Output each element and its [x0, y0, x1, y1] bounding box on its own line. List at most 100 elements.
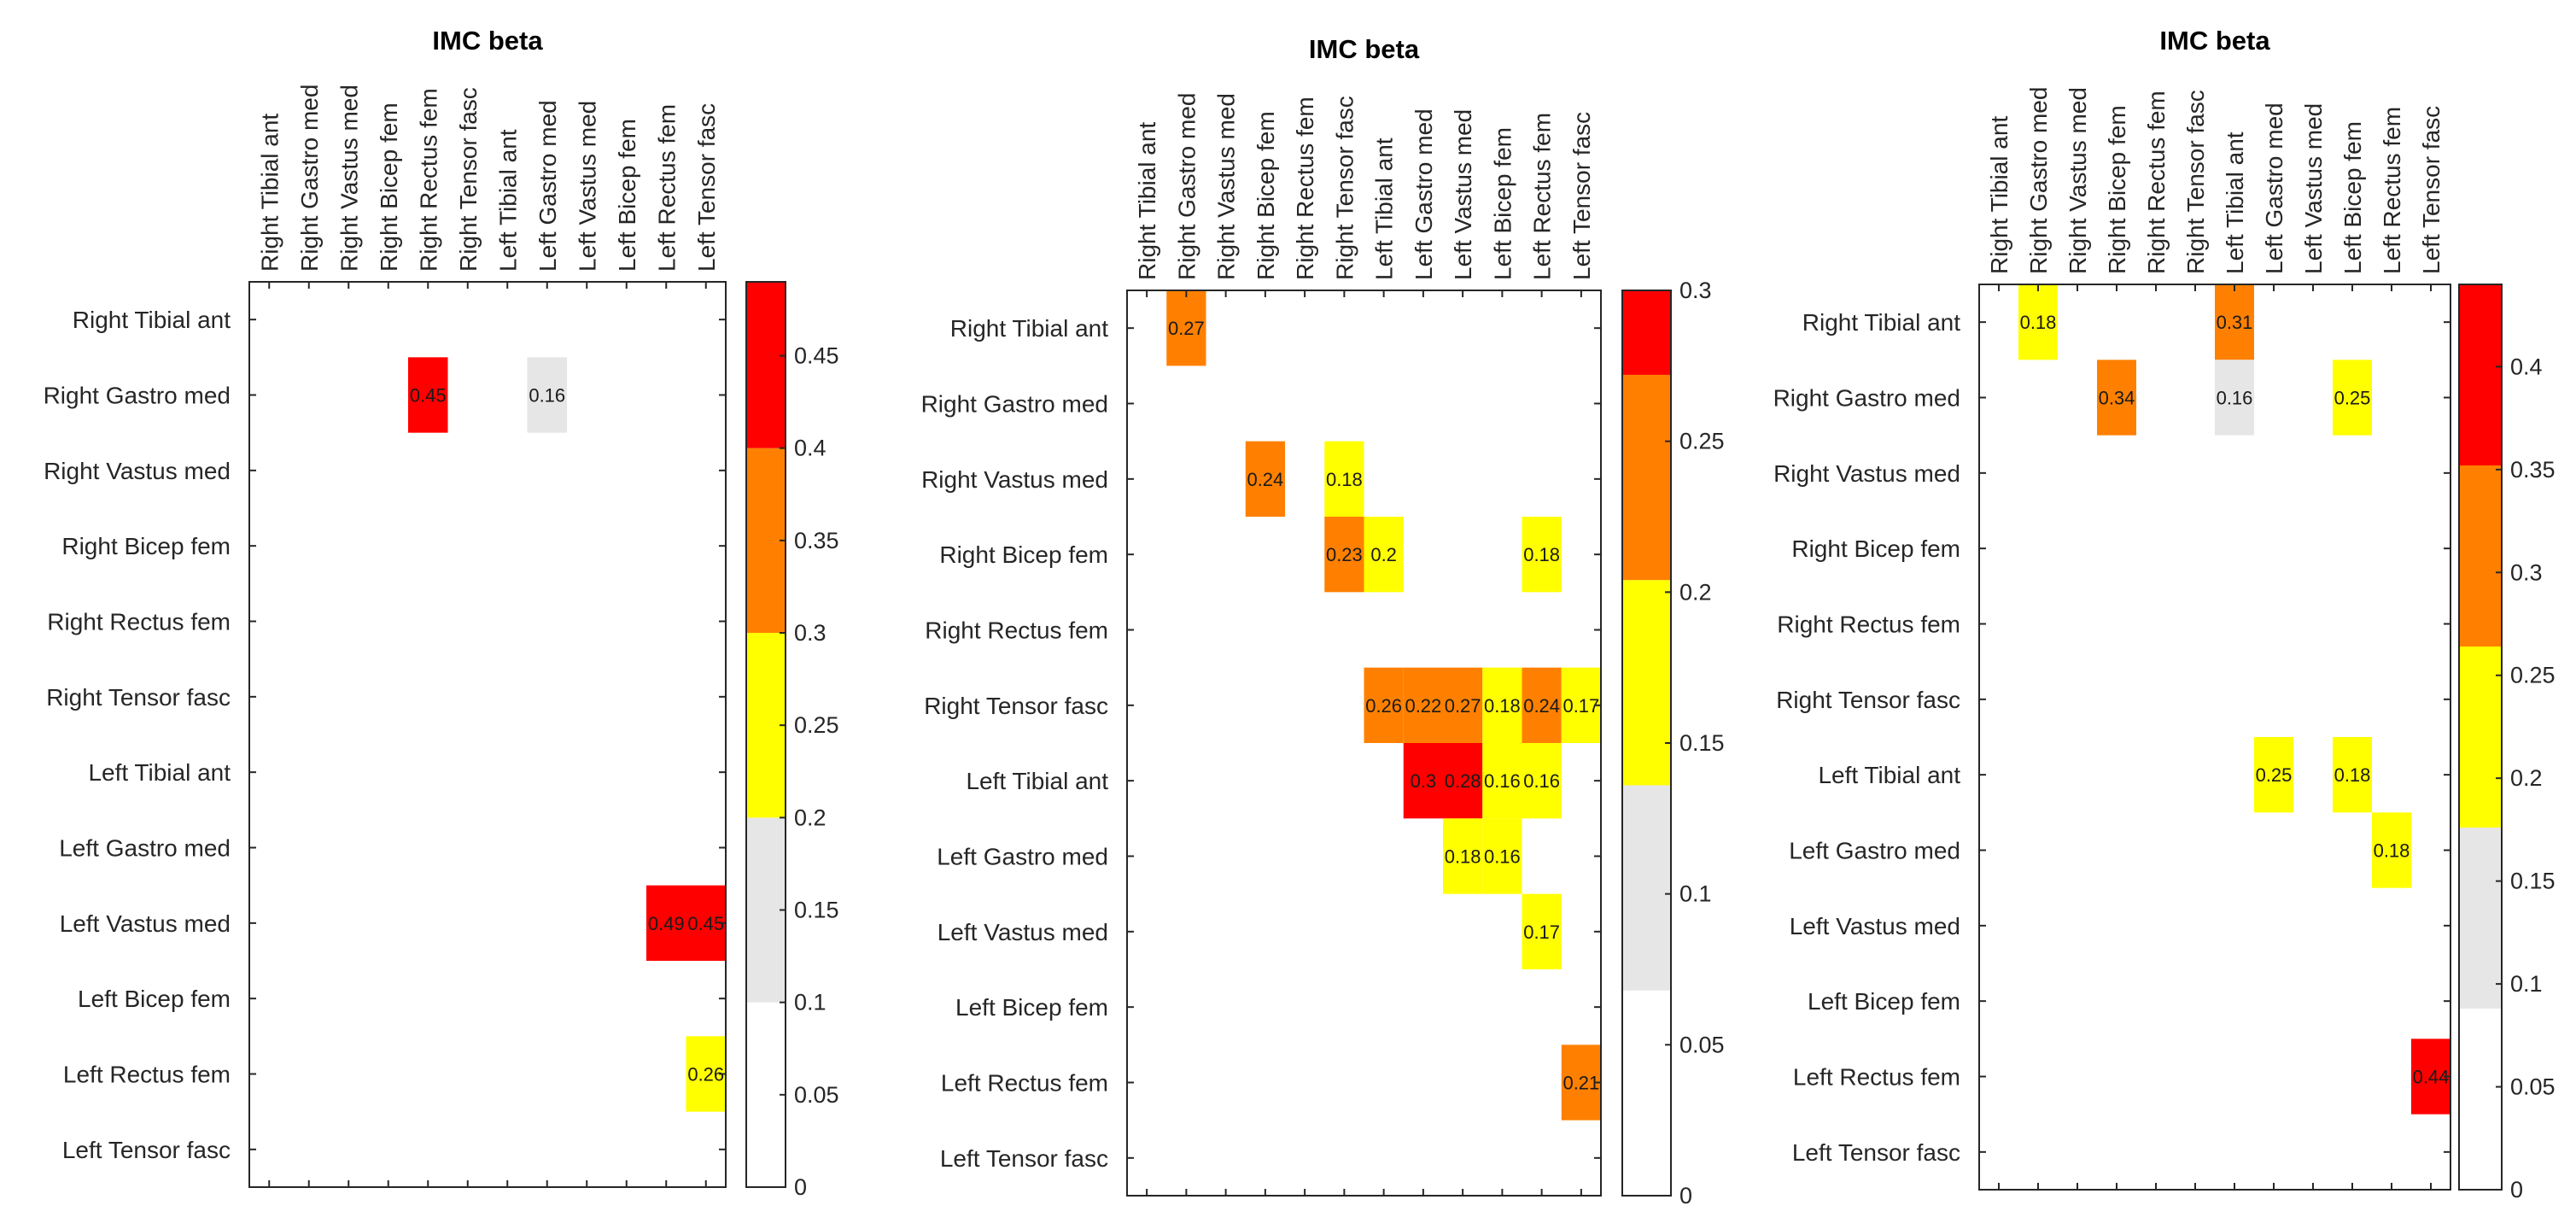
column-label: Right Gastro med [296, 85, 323, 272]
row-label: Right Tibial ant [950, 315, 1108, 342]
cell-value-label: 0.31 [2217, 312, 2253, 333]
colorbar-tick-label: 0.25 [2510, 663, 2556, 688]
row-label: Right Tibial ant [73, 307, 231, 333]
column-label: Right Rectus fem [1292, 97, 1318, 280]
cell-value-label: 0.21 [1563, 1073, 1599, 1094]
row-label: Right Tibial ant [1802, 309, 1960, 336]
row-label: Left Rectus fem [941, 1070, 1108, 1097]
row-label: Right Gastro med [44, 383, 231, 409]
column-label: Left Gastro med [534, 100, 561, 272]
colorbar-segment [746, 817, 786, 1003]
heatmap-cell [1364, 667, 1404, 743]
column-label: Right Vastus med [2065, 87, 2091, 274]
column-label: Right Vastus med [1213, 93, 1240, 280]
row-label: Left Tensor fasc [1792, 1139, 1960, 1166]
cell-value-label: 0.22 [1405, 695, 1441, 717]
row-label: Left Gastro med [937, 844, 1108, 870]
cell-value-label: 0.25 [2256, 764, 2293, 786]
cell-value-label: 0.27 [1445, 695, 1481, 717]
row-label: Left Bicep fem [78, 986, 231, 1012]
heatmap-cell [1482, 818, 1522, 894]
colorbar-tick-label: 0.1 [2510, 971, 2543, 997]
row-label: Right Rectus fem [1777, 612, 1960, 638]
colorbar-tick-label: 0.3 [794, 620, 827, 646]
axes-frame [1126, 290, 1602, 1197]
heatmap-cell [1482, 743, 1522, 819]
cell-value-label: 0.17 [1523, 922, 1560, 943]
row-label: Right Gastro med [921, 391, 1108, 418]
heatmap-cell [1522, 667, 1562, 743]
row-label: Left Gastro med [1789, 838, 1960, 864]
colorbar-tick-label: 0.4 [2510, 354, 2543, 379]
heatmap-cell [2097, 360, 2136, 436]
colorbar-tick-label: 0.45 [794, 343, 839, 369]
row-label: Left Tensor fasc [940, 1145, 1108, 1172]
row-label: Right Bicep fem [1791, 535, 1960, 562]
column-label: Right Tibial ant [1986, 116, 2012, 274]
cell-value-label: 0.49 [648, 913, 685, 934]
row-label: Left Vastus med [60, 910, 231, 937]
column-label: Right Rectus fem [2143, 91, 2170, 274]
column-label: Right Bicep fem [2104, 105, 2130, 274]
column-label: Right Bicep fem [1253, 111, 1279, 280]
column-label: Right Vastus med [336, 85, 362, 272]
column-label: Right Bicep fem [376, 102, 402, 272]
colorbar-tick-label: 0.35 [2510, 457, 2556, 483]
row-label: Right Vastus med [921, 466, 1108, 493]
colorbar-frame [2458, 284, 2503, 1191]
cell-value-label: 0.18 [1484, 695, 1521, 717]
cell-value-label: 0.18 [2020, 312, 2057, 333]
colorbar-segment [1622, 580, 1671, 786]
column-label: Right Tensor fasc [455, 87, 482, 272]
cell-value-label: 0.16 [2217, 388, 2253, 409]
heatmap-cell [2215, 284, 2254, 360]
colorbar-tick-label: 0.3 [1679, 278, 1712, 303]
heatmap-cell [646, 885, 686, 961]
colorbar-tick-label: 0 [2510, 1177, 2523, 1203]
heatmap-cell [1443, 667, 1483, 743]
cell-value-label: 0.18 [1445, 846, 1481, 868]
row-label: Right Tensor fasc [924, 693, 1108, 719]
column-label: Left Tensor fasc [2418, 106, 2445, 274]
column-label: Left Rectus fem [2379, 107, 2405, 274]
row-label: Left Vastus med [938, 919, 1108, 945]
column-label: Left Bicep fem [1489, 127, 1516, 280]
heatmap-cell [1443, 743, 1483, 819]
heatmap-cell [2333, 360, 2372, 436]
colorbar-segment [746, 282, 786, 448]
colorbar-segment [2459, 1009, 2502, 1190]
axes-frame [1978, 284, 2451, 1191]
heatmap-cell [1166, 290, 1206, 366]
colorbar-tick-label: 0.3 [2510, 559, 2543, 585]
cell-value-label: 0.18 [2334, 764, 2371, 786]
column-label: Left Rectus fem [1529, 113, 1556, 280]
heatmap-cell [1403, 667, 1443, 743]
row-label: Right Vastus med [1773, 460, 1960, 487]
heatmap-cell [1324, 517, 1364, 593]
column-label: Left Tensor fasc [1568, 112, 1595, 280]
cell-value-label: 0.25 [2334, 388, 2371, 409]
heatmap-cell [1443, 818, 1483, 894]
cell-value-label: 0.17 [1563, 695, 1599, 717]
colorbar-segment [746, 633, 786, 818]
chart-title: IMC beta [1309, 34, 1420, 64]
colorbar-tick-label: 0.2 [1679, 579, 1712, 605]
colorbar-tick-label: 0.1 [794, 990, 827, 1015]
heatmap-cell [1522, 743, 1562, 819]
heatmap-cell [2254, 737, 2293, 813]
colorbar-segment [2459, 828, 2502, 1009]
cell-value-label: 0.45 [410, 385, 447, 407]
colorbar-segment [1622, 785, 1671, 991]
row-label: Right Bicep fem [61, 533, 231, 559]
column-label: Left Tibial ant [1371, 138, 1398, 280]
row-label: Left Bicep fem [955, 994, 1108, 1021]
cell-value-label: 0.16 [1484, 770, 1521, 792]
row-label: Right Rectus fem [47, 609, 231, 635]
colorbar-segment [746, 1002, 786, 1187]
heatmap-cell [1324, 441, 1364, 517]
row-label: Right Gastro med [1773, 385, 1960, 412]
column-label: Left Rectus fem [653, 104, 680, 272]
column-label: Left Vastus med [2300, 103, 2327, 274]
